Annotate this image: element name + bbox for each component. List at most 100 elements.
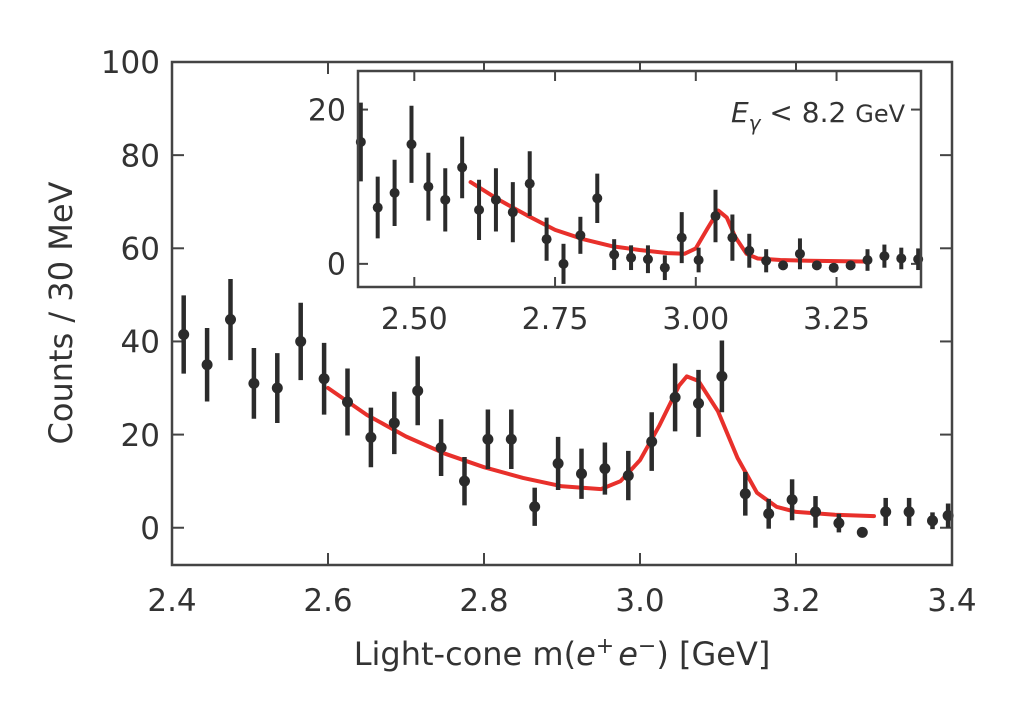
data-marker <box>178 328 190 340</box>
data-marker <box>412 385 424 397</box>
data-point <box>880 497 892 526</box>
data-marker <box>828 262 839 273</box>
data-marker <box>880 506 892 518</box>
data-marker <box>592 193 603 204</box>
data-marker <box>541 234 552 245</box>
data-point <box>609 239 620 271</box>
data-point <box>786 479 798 521</box>
x-axis-label: Light-cone m(e+ e−) [GeV] <box>354 634 771 673</box>
data-point <box>778 260 789 271</box>
data-point <box>862 249 873 271</box>
data-point <box>558 243 569 284</box>
data-point <box>744 233 755 268</box>
data-marker <box>609 249 620 260</box>
data-point <box>646 412 658 471</box>
data-marker <box>862 255 873 265</box>
y-tick-label: 60 <box>121 231 160 267</box>
data-point <box>388 391 400 455</box>
data-point <box>505 409 517 470</box>
y-tick-label: 0 <box>327 248 346 283</box>
data-marker <box>389 187 400 198</box>
data-point <box>490 168 501 232</box>
data-marker <box>744 245 755 256</box>
y-tick-label: 100 <box>101 45 160 81</box>
data-point <box>201 327 213 402</box>
data-marker <box>727 232 738 243</box>
data-marker <box>576 468 587 480</box>
data-marker <box>786 494 798 506</box>
data-marker <box>794 248 805 259</box>
data-marker <box>318 373 330 385</box>
y-tick-label: 80 <box>121 138 160 174</box>
data-point <box>763 498 775 529</box>
data-point <box>622 450 634 501</box>
data-marker <box>810 506 821 518</box>
data-marker <box>811 260 822 271</box>
data-marker <box>761 255 772 266</box>
data-marker <box>693 255 704 265</box>
data-point <box>529 487 541 526</box>
x-tick-label: 3.4 <box>927 583 976 619</box>
data-marker <box>716 370 728 382</box>
data-point <box>541 217 552 261</box>
x-tick-label: 2.75 <box>522 302 589 337</box>
data-marker <box>529 501 541 513</box>
data-point <box>710 189 721 243</box>
x-tick-label: 2.50 <box>381 302 448 337</box>
data-marker <box>676 232 687 243</box>
data-marker <box>558 258 569 269</box>
data-marker <box>440 194 451 205</box>
fit-curve <box>468 180 867 264</box>
data-point <box>626 245 637 271</box>
data-point <box>575 216 586 254</box>
main-axes-frame <box>170 60 954 567</box>
data-point <box>178 295 190 374</box>
data-marker <box>710 211 721 222</box>
data-marker <box>459 475 470 487</box>
data-marker <box>833 517 845 529</box>
data-marker <box>505 433 517 445</box>
data-point <box>811 260 822 271</box>
data-point <box>833 513 845 533</box>
data-marker <box>406 139 417 150</box>
data-marker <box>622 470 634 482</box>
data-marker <box>896 253 907 264</box>
data-point <box>474 179 485 240</box>
data-marker <box>365 431 377 443</box>
data-point <box>927 512 938 530</box>
data-point <box>794 238 805 270</box>
data-point <box>856 526 868 538</box>
data-point <box>225 279 236 361</box>
data-marker <box>669 391 681 403</box>
data-point <box>896 247 907 270</box>
data-point <box>342 368 353 436</box>
data-marker <box>482 433 494 445</box>
x-tick-label: 3.00 <box>662 302 729 337</box>
data-point <box>903 497 915 526</box>
data-point <box>693 369 704 437</box>
data-point <box>372 176 383 239</box>
data-marker <box>225 314 236 326</box>
data-point <box>552 436 564 491</box>
data-marker <box>457 162 468 173</box>
data-marker <box>763 508 775 520</box>
data-marker <box>856 526 868 538</box>
inset-plot: 2.50 2.75 3.00 3.25 0 20 <box>308 69 924 337</box>
data-marker <box>626 252 637 263</box>
data-point <box>693 247 704 273</box>
inset-annotation: Eγ < 8.2 GeV <box>731 96 906 135</box>
data-point <box>599 442 611 495</box>
inset-axes-frame <box>356 69 923 289</box>
data-marker <box>507 207 518 218</box>
data-point <box>524 151 535 217</box>
data-point <box>482 409 494 470</box>
data-marker <box>659 262 670 273</box>
data-point <box>423 152 434 221</box>
y-axis-label: Counts / 30 MeV <box>42 181 80 444</box>
data-point <box>879 244 890 268</box>
data-marker <box>388 417 400 429</box>
data-marker <box>490 194 501 205</box>
data-marker <box>248 377 260 389</box>
data-marker <box>575 230 586 241</box>
